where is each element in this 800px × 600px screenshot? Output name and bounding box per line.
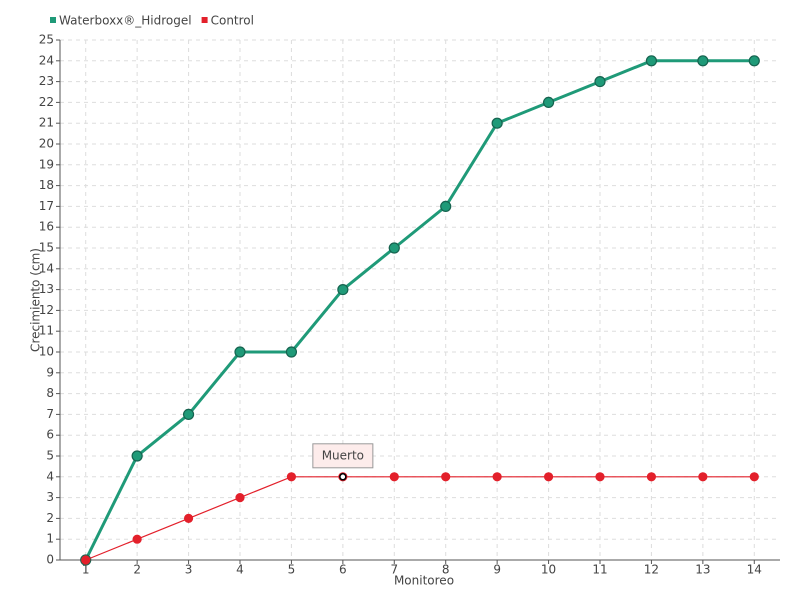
y-tick-label: 14 (39, 261, 54, 275)
y-tick-label: 5 (46, 449, 54, 463)
data-point (440, 200, 452, 212)
data-point (286, 472, 297, 482)
data-point (645, 55, 658, 67)
legend-swatch (201, 17, 208, 23)
data-point (131, 450, 143, 462)
y-tick-label: 12 (39, 303, 54, 317)
data-point (749, 472, 759, 482)
data-point (182, 408, 195, 420)
y-tick-label: 18 (39, 178, 54, 192)
x-tick-label: 3 (185, 563, 193, 577)
y-tick-label: 24 (39, 53, 54, 67)
x-tick-label: 7 (390, 563, 398, 577)
y-axis-title: Crecimiento (cm) (29, 248, 43, 352)
x-tick-label: 11 (592, 563, 607, 577)
data-point (234, 346, 246, 358)
y-tick-label: 6 (46, 428, 54, 442)
y-tick-label: 22 (39, 95, 54, 109)
y-tick-label: 10 (39, 345, 54, 359)
series-line (84, 59, 755, 561)
data-point (285, 346, 298, 358)
y-tick-label: 25 (39, 33, 54, 47)
annotation-box (312, 443, 374, 469)
y-tick-label: 1 (46, 532, 54, 546)
annotation-marker (339, 473, 347, 481)
data-point (132, 534, 142, 544)
data-point (595, 472, 605, 482)
x-tick-label: 13 (695, 563, 710, 577)
data-point (183, 513, 194, 524)
x-tick-label: 8 (442, 563, 450, 577)
x-tick-label: 6 (339, 563, 347, 577)
data-point (698, 472, 708, 482)
x-tick-label: 9 (493, 563, 501, 577)
x-tick-label: 5 (288, 563, 296, 577)
data-point (594, 75, 606, 88)
y-tick-label: 15 (39, 241, 54, 255)
data-point (441, 472, 451, 482)
data-point (697, 55, 709, 67)
legend-label: Control (211, 14, 254, 28)
data-point (389, 472, 399, 482)
x-tick-label: 4 (236, 563, 244, 577)
data-point (388, 242, 400, 254)
legend-swatch (50, 17, 56, 23)
series-line (85, 476, 755, 561)
data-point (491, 117, 503, 129)
data-point (542, 96, 555, 109)
y-tick-label: 23 (39, 74, 54, 88)
data-point (646, 472, 657, 482)
y-tick-label: 8 (46, 386, 54, 400)
legend-label: Waterboxx®_Hidrogel (59, 14, 192, 28)
data-point (748, 55, 760, 67)
y-tick-label: 19 (39, 157, 54, 171)
y-tick-label: 21 (39, 116, 54, 130)
y-tick-label: 13 (39, 282, 54, 296)
y-tick-label: 3 (46, 490, 54, 504)
data-point (81, 555, 91, 565)
data-point (235, 493, 245, 503)
data-point (492, 472, 502, 482)
x-tick-label: 14 (747, 563, 762, 577)
data-point (543, 472, 554, 482)
y-tick-label: 0 (46, 553, 54, 567)
y-tick-label: 9 (46, 365, 54, 379)
y-tick-label: 4 (46, 469, 54, 483)
y-tick-label: 7 (46, 407, 54, 421)
y-tick-label: 20 (39, 137, 54, 151)
y-tick-label: 17 (39, 199, 54, 213)
x-tick-label: 1 (82, 563, 90, 577)
x-axis-title: Monitoreo (394, 574, 454, 588)
y-tick-label: 16 (39, 220, 54, 234)
x-tick-label: 10 (541, 563, 556, 577)
y-tick-label: 2 (46, 511, 54, 525)
data-point (337, 284, 349, 296)
x-tick-label: 12 (644, 563, 659, 577)
y-tick-label: 11 (39, 324, 54, 338)
x-tick-label: 2 (133, 563, 141, 577)
annotation-text: Muerto (322, 448, 364, 462)
